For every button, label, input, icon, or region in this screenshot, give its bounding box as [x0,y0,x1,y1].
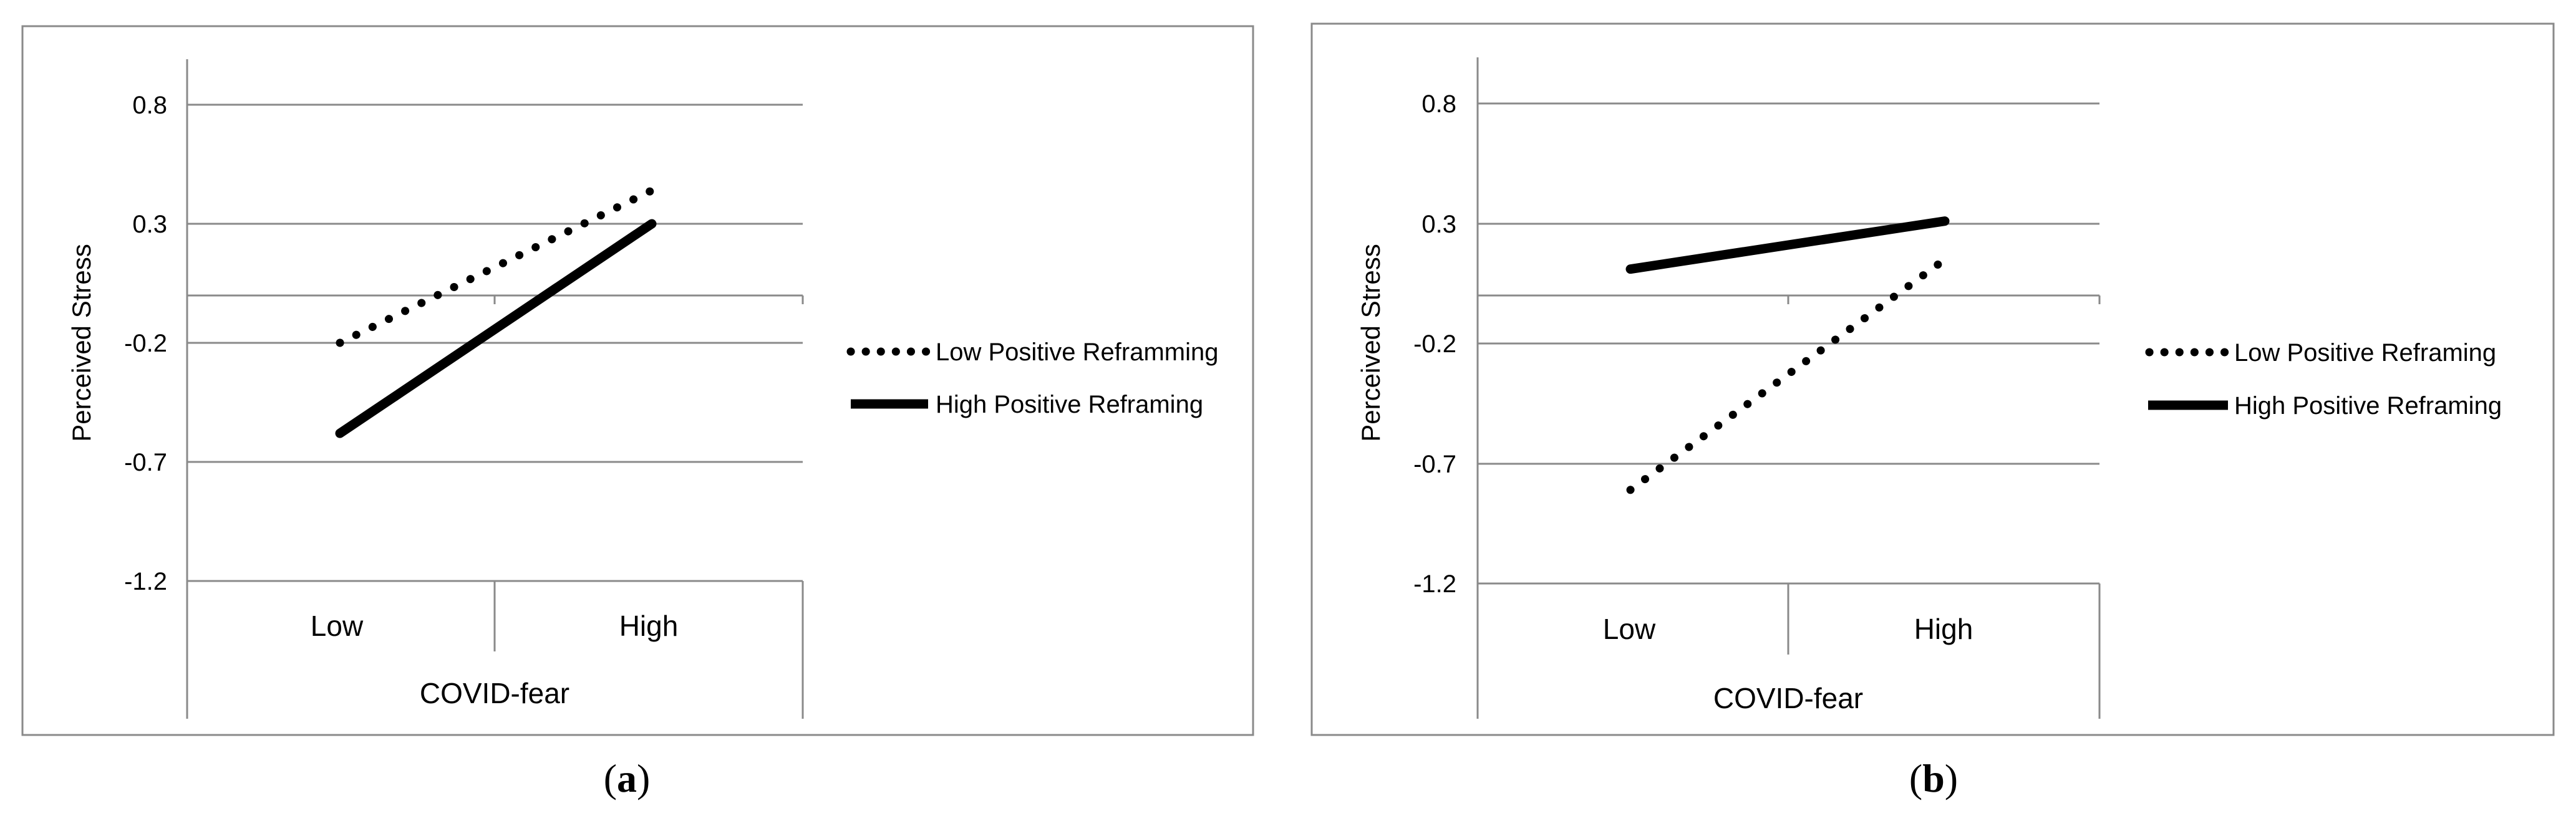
panel-b-frame [1310,22,2555,736]
panel-b-caption-open: ( [1909,756,1922,800]
panel-b-x-axis-label: COVID-fear [1713,682,1863,714]
panel-b-series-line-high-positive-reframing [1625,216,1950,274]
panel-a-category-label-low: Low [311,610,364,642]
panel-a-series-line-high-positive-reframing [335,219,657,438]
panel-a-y-axis-label: Perceived Stress [67,244,96,441]
panel-a-ytick-label: -0.7 [124,449,167,476]
panel-a-caption-close: ) [637,756,650,800]
panel-b-legend-label-low: Low Positive Reframing [2234,339,2496,367]
panel-a-ytick-label: -1.2 [124,568,167,595]
panel-b-ytick-label: 0.3 [1421,211,1456,238]
panel-a: 0.8 0.3 -0.2 -0.7 -1.2 Perceived Stress … [21,25,1254,800]
panel-b-caption-close: ) [1945,756,1958,800]
panel-a-category-label-high: High [619,610,679,642]
panel-a-caption-letter: a [617,756,637,800]
panel-b-ytick-label: 0.8 [1421,90,1456,118]
panel-a-frame [21,25,1254,736]
panel-a-caption: (a) [604,756,651,800]
panel-b-ytick-label: -0.7 [1413,451,1456,478]
panel-b-y-axis-label: Perceived Stress [1356,244,1385,441]
panel-a-legend-label-high: High Positive Reframing [936,391,1203,418]
panel-b-legend-label-high: High Positive Reframing [2234,392,2502,420]
panel-b-ytick-label: -1.2 [1413,570,1456,598]
panel-a-legend-label-low: Low Positive Reframming [936,338,1219,366]
panel-b-ytick-label: -0.2 [1413,330,1456,358]
panel-b-category-label-high: High [1914,613,1973,645]
panel-a-ytick-label: 0.3 [132,211,167,238]
panel-b: 0.8 0.3 -0.2 -0.7 -1.2 Perceived Stress … [1310,22,2555,800]
panel-b-category-label-low: Low [1603,613,1656,645]
panel-a-series-line-low-positive-reframing [336,186,656,347]
panel-b-series-line-low-positive-reframing [1626,255,1949,494]
panel-b-caption-letter: b [1922,756,1945,800]
panel-a-x-axis-label: COVID-fear [420,677,569,709]
panel-b-caption: (b) [1909,756,1958,800]
panel-a-ytick-label: -0.2 [124,330,167,357]
panel-a-caption-open: ( [604,756,617,800]
panel-a-ytick-label: 0.8 [132,92,167,119]
